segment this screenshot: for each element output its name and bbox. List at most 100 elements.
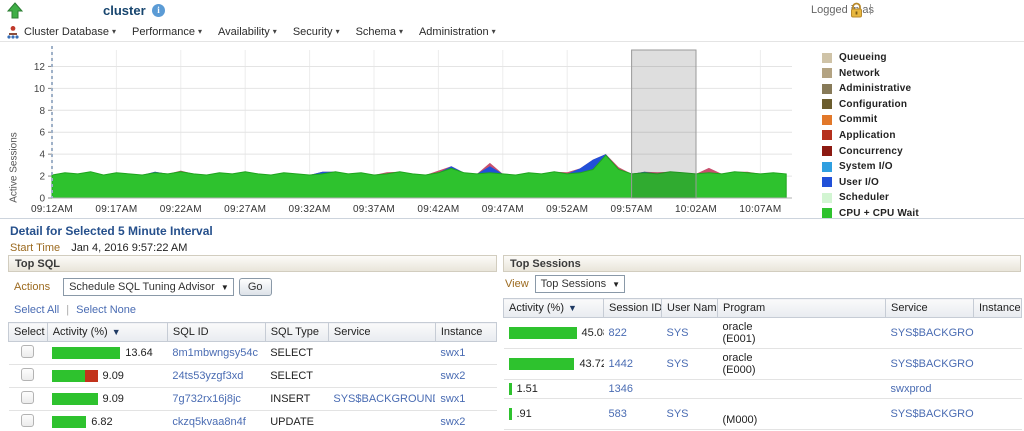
cell-session_id[interactable]: 1442 — [603, 348, 662, 380]
column-header-select[interactable]: Select — [8, 322, 48, 342]
cell-select[interactable] — [8, 341, 48, 365]
cell-service[interactable]: swxprod — [885, 379, 974, 399]
instance-link[interactable]: swx1 — [440, 347, 466, 359]
cell-session_id[interactable]: 2119 — [603, 429, 662, 431]
cell-instance[interactable]: swx1 — [435, 387, 497, 411]
select-none-link[interactable]: Select None — [76, 304, 137, 316]
table-row: 13.64 8m1mbwngsy54c SELECT swx1 — [8, 341, 497, 365]
sql_id-link[interactable]: 8m1mbwngsy54c — [172, 347, 258, 359]
instance-link[interactable]: swx2 — [440, 370, 466, 382]
go-button[interactable]: Go — [238, 278, 272, 296]
sort-descending-icon[interactable]: ▼ — [568, 303, 577, 313]
menu-performance[interactable]: Performance ▾ — [132, 25, 203, 38]
sort-descending-icon[interactable]: ▼ — [111, 327, 121, 337]
column-header-activity[interactable]: Activity (%) ▼ — [47, 322, 168, 342]
active-sessions-chart-area: Active Sessions 09:12AM 09:17AM 09:22AM 09:… — [0, 42, 1024, 219]
row-checkbox[interactable] — [21, 414, 35, 427]
column-header-program[interactable]: Program — [717, 298, 886, 318]
column-header-session_id[interactable]: Session ID — [603, 298, 662, 318]
cell-sql_id[interactable]: ckzq5kvaa8n4f — [167, 410, 266, 431]
cell-service[interactable]: SYS$BACKGROUND — [328, 387, 436, 411]
row-checkbox[interactable] — [21, 391, 35, 404]
column-header-user_name[interactable]: User Name — [661, 298, 718, 318]
menu-availability[interactable]: Availability ▾ — [218, 25, 277, 38]
cell-select[interactable] — [8, 364, 48, 388]
detail-section-title: Detail for Selected 5 Minute Interval — [10, 224, 213, 238]
service-link[interactable]: SYS$BACKGROUND — [890, 327, 974, 339]
session_id-link[interactable]: 583 — [608, 408, 627, 420]
service-link[interactable]: SYS$BACKGROUND — [890, 408, 974, 420]
instance-link[interactable]: swx2 — [440, 416, 466, 428]
cell-service[interactable]: SYS$BACKGROUND — [885, 398, 974, 430]
cell-user_name[interactable]: SYS — [661, 398, 718, 430]
cell-service[interactable]: SYS$BACKGROUND — [885, 317, 974, 349]
y-axis-tick-label: 10 — [34, 84, 46, 95]
cell-user_name[interactable]: SYS — [661, 348, 718, 380]
sql_id-link[interactable]: 7g732rx16j8jc — [172, 393, 241, 405]
cell-service[interactable] — [328, 364, 436, 388]
menu-cluster-database[interactable]: Cluster Database ▾ — [24, 25, 117, 38]
cell-instance[interactable]: swx2 — [435, 364, 497, 388]
cell-sql_type: SELECT — [265, 341, 329, 365]
cell-user_name[interactable]: SYS — [661, 317, 718, 349]
session_id-link[interactable]: 1442 — [608, 358, 633, 370]
column-header-service[interactable]: Service — [328, 322, 436, 342]
selection-band[interactable] — [631, 49, 697, 199]
select-all-link[interactable]: Select All — [14, 304, 60, 316]
cell-activity: .91 — [503, 398, 604, 430]
view-select[interactable]: Top Sessions ▼ — [534, 275, 626, 293]
user_name-link[interactable]: SYS — [666, 408, 689, 420]
session_id-link[interactable]: 822 — [608, 327, 627, 339]
legend-item-label: Queueing — [839, 52, 887, 63]
cell-activity: 45.08 — [503, 317, 604, 349]
cell-service[interactable]: SYS$BACKGROUND — [885, 348, 974, 380]
cell-select[interactable] — [8, 410, 48, 431]
column-header-instance[interactable]: Instance — [973, 298, 1022, 318]
sql_id-link[interactable]: 24ts53yzgf3xd — [172, 370, 244, 382]
column-header-activity[interactable]: Activity (%) ▼ — [503, 298, 604, 318]
row-checkbox[interactable] — [21, 345, 35, 358]
cell-select[interactable] — [8, 387, 48, 411]
cell-service[interactable] — [328, 410, 436, 431]
user_name-link[interactable]: SYS — [666, 327, 689, 339]
column-header-instance[interactable]: Instance — [435, 322, 498, 342]
legend-item-label: System I/O — [839, 161, 893, 173]
user_name-link[interactable]: SYS — [666, 358, 689, 370]
cell-service[interactable]: SYS$BACKGROUND — [885, 429, 974, 431]
cell-user_name[interactable] — [661, 379, 718, 399]
info-icon[interactable]: i — [152, 4, 165, 17]
service-link[interactable]: SYS$BACKGROUND — [333, 393, 436, 405]
activity-bar: 9.09 — [52, 393, 162, 405]
legend-swatch-icon — [822, 161, 832, 172]
cell-instance[interactable]: swx1 — [435, 341, 497, 365]
activity-value: 45.08 — [581, 327, 604, 339]
sql_id-link[interactable]: ckzq5kvaa8n4f — [172, 416, 246, 428]
cell-session_id[interactable]: 822 — [603, 317, 662, 349]
menu-administration[interactable]: Administration ▾ — [418, 25, 496, 38]
column-header-service[interactable]: Service — [885, 298, 974, 318]
actions-select[interactable]: Schedule SQL Tuning Advisor ▼ — [63, 278, 234, 296]
service-link[interactable]: swxprod — [890, 383, 932, 395]
cell-user_name[interactable]: SYS — [661, 429, 718, 431]
menu-security[interactable]: Security ▾ — [292, 25, 340, 38]
cell-session_id[interactable]: 1346 — [603, 379, 662, 399]
cell-sql_id[interactable]: 7g732rx16j8jc — [167, 387, 266, 411]
cell-session_id[interactable]: 583 — [603, 398, 662, 430]
column-header-sql_type[interactable]: SQL Type — [265, 322, 329, 342]
session_id-link[interactable]: 1346 — [608, 383, 633, 395]
up-navigation-icon[interactable] — [6, 2, 24, 20]
instance-link[interactable]: swx1 — [440, 393, 466, 405]
cell-service[interactable] — [328, 341, 436, 365]
cell-instance[interactable]: swx2 — [435, 410, 497, 431]
cell-sql_type: INSERT — [265, 387, 329, 411]
x-axis-tick-label: 09:42AM — [417, 204, 459, 215]
cell-sql_id[interactable]: 8m1mbwngsy54c — [167, 341, 266, 365]
service-link[interactable]: SYS$BACKGROUND — [890, 358, 974, 370]
column-header-sql_id[interactable]: SQL ID — [167, 322, 266, 342]
active-sessions-chart[interactable]: 09:12AM 09:17AM 09:22AM 09:27AM 09:32AM 09:37… — [0, 42, 812, 218]
cell-sql_id[interactable]: 24ts53yzgf3xd — [167, 364, 266, 388]
row-checkbox[interactable] — [21, 368, 35, 381]
legend-item: Configuration — [822, 99, 919, 110]
menu-schema[interactable]: Schema ▾ — [355, 25, 403, 38]
chevron-down-icon: ▾ — [272, 26, 277, 36]
